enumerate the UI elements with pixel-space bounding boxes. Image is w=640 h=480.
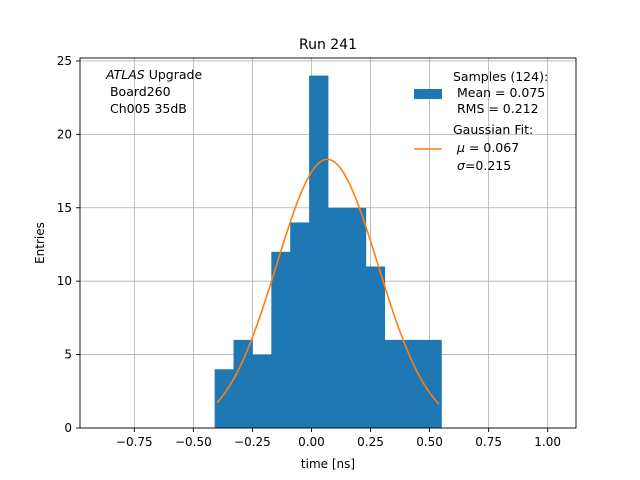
legend-mu-symbol: μ (456, 140, 465, 155)
histogram-bar (252, 354, 272, 428)
x-tick-label: 0.25 (357, 435, 384, 449)
chart-title: Run 241 (299, 37, 357, 53)
legend-mu-value: = 0.067 (465, 140, 519, 155)
legend-fit-sigma: σ=0.215 (457, 158, 511, 173)
annotation-atlas-italic: ATLAS (105, 67, 145, 82)
y-axis-ticks: 0 5 10 15 20 25 (57, 54, 80, 435)
histogram-bar (290, 222, 310, 428)
annotation-line-3: Ch005 35dB (106, 101, 187, 116)
legend-samples-line-2: Mean = 0.075 (453, 85, 545, 100)
legend-samples-swatch (414, 89, 442, 99)
histogram-bar (309, 75, 329, 428)
histogram-bar (233, 339, 253, 428)
legend-samples-line-1: Samples (124): (453, 69, 548, 84)
x-tick-label: 0.75 (475, 435, 502, 449)
gaussian-fit-curve (216, 158, 440, 405)
legend-samples-line-3: RMS = 0.212 (453, 101, 539, 116)
x-axis-label: time [ns] (301, 457, 355, 471)
annotation-upgrade: Upgrade (145, 67, 203, 82)
y-tick-label: 0 (64, 421, 72, 435)
gaussian-fit-line (216, 158, 440, 405)
atlas-annotation: ATLAS Upgrade Board260 Ch005 35dB (105, 67, 202, 116)
y-tick-label: 10 (57, 274, 72, 288)
y-tick-label: 25 (57, 54, 72, 68)
x-tick-label: 0.00 (298, 435, 325, 449)
x-tick-label: −0.25 (234, 435, 271, 449)
histogram-bar (271, 251, 291, 428)
annotation-line-2: Board260 (106, 84, 171, 99)
y-tick-label: 15 (57, 201, 72, 215)
plot-frame (79, 57, 577, 429)
histogram-bar (384, 339, 404, 428)
histogram-bar (403, 339, 423, 428)
y-tick-label: 20 (57, 127, 72, 141)
histogram-bars (214, 75, 442, 428)
x-axis-ticks: −0.75 −0.50 −0.25 0.00 0.25 0.50 0.75 1.00 (116, 428, 561, 449)
histogram-bar (346, 207, 367, 428)
legend-fit-line-1: Gaussian Fit: (453, 122, 533, 137)
legend-sigma-symbol: σ (457, 158, 466, 173)
legend-fit-mu: μ = 0.067 (456, 140, 519, 155)
x-tick-label: 1.00 (534, 435, 561, 449)
histogram-bar (328, 207, 348, 428)
histogram-bar (214, 369, 234, 428)
legend: Samples (124): Mean = 0.075 RMS = 0.212 … (414, 69, 548, 173)
x-tick-label: 0.50 (416, 435, 443, 449)
x-tick-label: −0.50 (175, 435, 212, 449)
histogram-bar (422, 339, 442, 428)
y-axis-label: Entries (33, 222, 47, 264)
annotation-line-1: ATLAS Upgrade (105, 67, 202, 82)
histogram-bar (365, 266, 386, 428)
y-tick-label: 5 (64, 348, 72, 362)
legend-sigma-value: =0.215 (465, 158, 511, 173)
x-tick-label: −0.75 (116, 435, 153, 449)
